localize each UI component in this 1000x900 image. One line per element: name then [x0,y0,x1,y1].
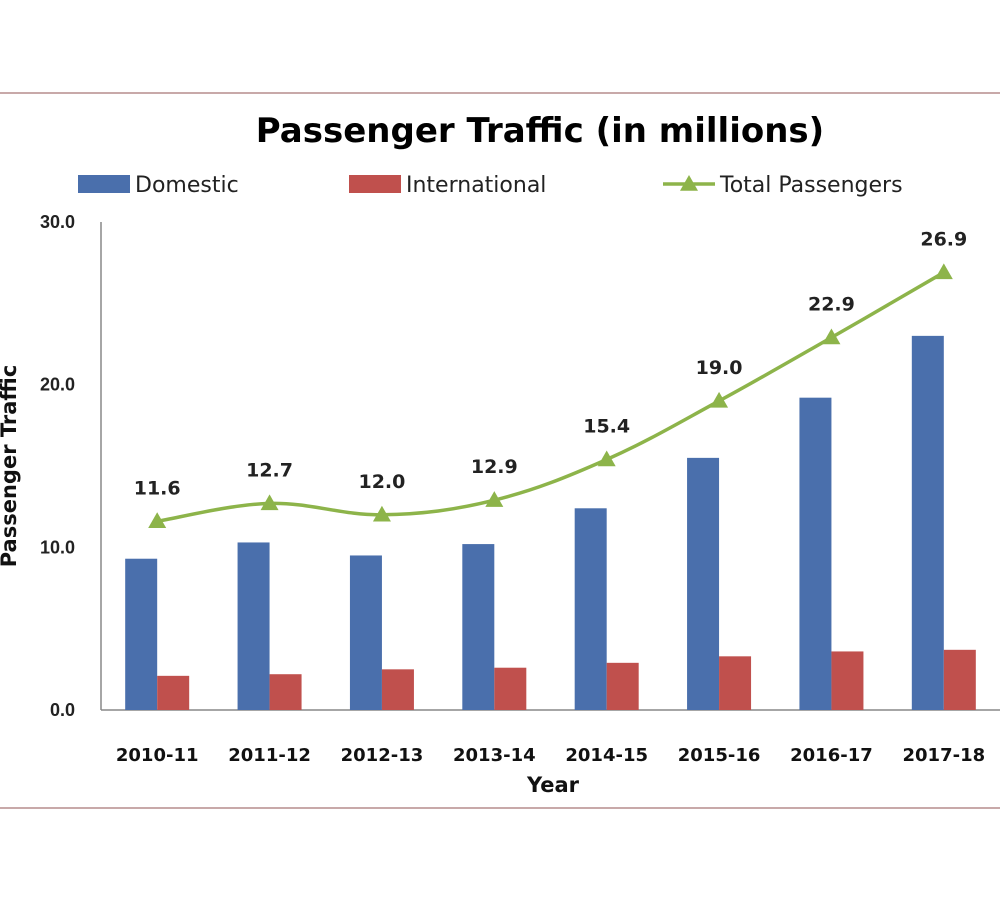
x-axis-title: Year [526,773,580,797]
total-passengers-data-label: 19.0 [696,357,743,379]
international-bar [943,649,976,710]
total-passengers-marker [597,450,616,467]
y-axis-title: Passenger Traffic [0,365,21,568]
y-tick-label: 30.0 [40,212,75,232]
legend-label-international: International [406,173,546,198]
y-tick-label: 10.0 [40,537,75,557]
domestic-bar [462,544,495,710]
x-tick-label: 2017-18 [903,745,986,766]
total-passengers-marker [260,494,279,511]
domestic-bar [687,457,720,710]
domestic-bar [125,558,158,710]
international-bar [606,662,639,710]
legend-label-domestic: Domestic [135,173,239,198]
x-tick-label: 2014-15 [565,745,648,766]
chart-title: Passenger Traffic (in millions) [256,111,824,151]
total-passengers-data-label: 12.7 [246,459,293,481]
y-tick-label: 20.0 [40,375,75,395]
international-bar [831,651,864,710]
x-tick-label: 2010-11 [116,745,199,766]
legend-swatch-international [349,175,401,193]
bars [125,335,976,710]
international-bar [157,675,190,710]
total-passengers-data-label: 12.9 [471,456,518,478]
total-passengers-marker [372,505,391,522]
x-tick-label: 2011-12 [228,745,311,766]
international-bar [719,656,752,710]
domestic-bar [911,335,944,710]
x-tick-label: 2013-14 [453,745,536,766]
legend-marker-total-passengers [680,175,698,191]
international-bar [494,667,527,710]
total-passengers-data-label: 11.6 [134,477,181,499]
domestic-bar [237,542,270,710]
total-passengers-marker [822,328,841,345]
total-passengers-marker [148,512,167,529]
total-passengers-data-label: 22.9 [808,293,855,315]
total-line-series: 11.6 12.7 12.0 12.9 15.4 19.0 22.9 26.9 [134,228,967,529]
domestic-bar [574,508,607,710]
total-passengers-data-label: 12.0 [358,471,405,493]
total-passengers-marker [710,391,729,408]
international-bar [381,669,414,710]
total-passengers-data-label: 26.9 [920,228,967,250]
total-passengers-marker [485,491,504,507]
legend: Domestic International Total Passengers [78,173,903,198]
total-passengers-marker [934,263,953,280]
domestic-bar [349,555,382,710]
x-tick-label: 2016-17 [790,745,873,766]
total-passengers-data-label: 15.4 [583,415,630,437]
y-ticks: 0.0 10.0 20.0 30.0 [40,212,75,720]
x-tick-label: 2012-13 [341,745,424,766]
legend-label-total-passengers: Total Passengers [719,173,903,198]
legend-swatch-domestic [78,175,130,193]
domestic-bar [799,397,832,710]
x-ticks: 2010-11 2011-12 2012-13 2013-14 2014-15 2015-… [116,745,985,766]
x-tick-label: 2015-16 [678,745,761,766]
international-bar [269,674,302,710]
y-tick-label: 0.0 [50,700,75,720]
